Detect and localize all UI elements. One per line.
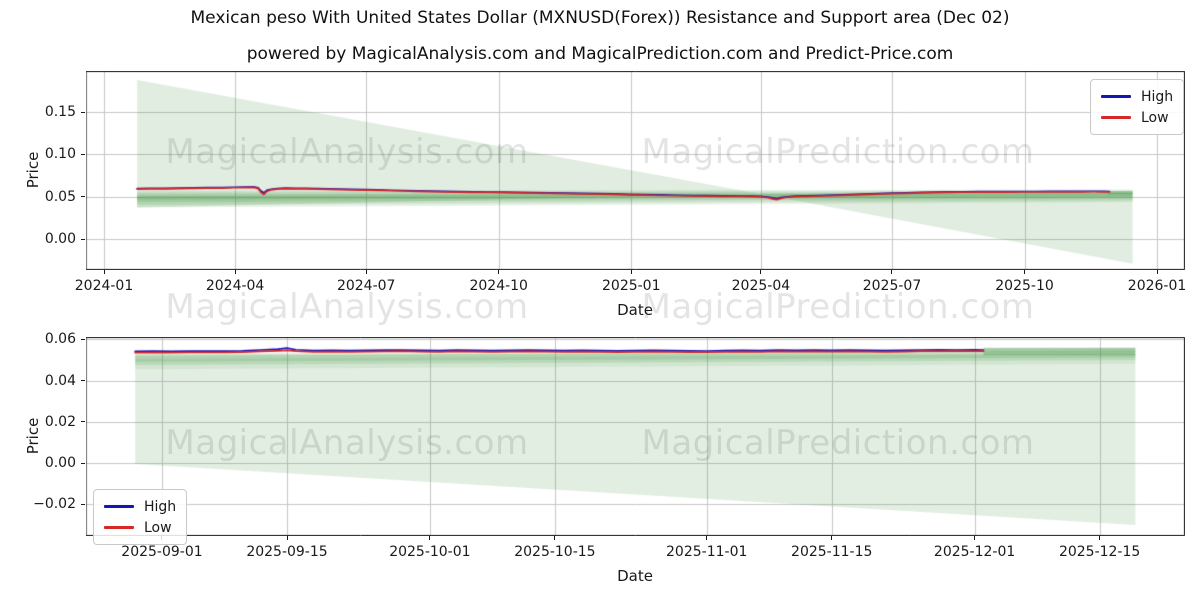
bottom-chart-legend: High Low <box>93 489 188 545</box>
legend-entry-high: High <box>1101 86 1173 107</box>
y-tick-label: 0.00 <box>44 231 76 248</box>
x-tick-label: 2025-12-01 <box>933 544 1016 560</box>
y-tick-label: −0.02 <box>33 496 76 513</box>
low-line-sample <box>1101 116 1131 119</box>
x-tick-label: 2024-07 <box>336 278 396 294</box>
x-tick-mark <box>103 270 105 274</box>
watermark-text: MagicalAnalysis.com <box>165 132 529 172</box>
x-tick-mark <box>365 270 367 274</box>
x-tick-mark <box>891 270 893 274</box>
top-x-axis-label: Date <box>617 301 653 319</box>
y-tick-mark <box>81 153 85 155</box>
low-line-sample <box>104 526 134 529</box>
x-tick-label: 2025-09-15 <box>246 544 328 560</box>
y-tick-mark <box>81 196 85 198</box>
chart-subtitle: powered by MagicalAnalysis.com and Magic… <box>246 44 954 64</box>
y-tick-mark <box>81 421 85 423</box>
y-tick-mark <box>81 462 85 464</box>
high-line-sample <box>1101 95 1131 98</box>
x-tick-label: 2024-04 <box>205 278 265 294</box>
watermark-text: MagicalAnalysis.com <box>165 423 529 463</box>
high-line-sample <box>104 505 134 508</box>
x-tick-mark <box>1099 536 1101 540</box>
watermark-text: MagicalAnalysis.com <box>165 287 529 327</box>
watermark-text: MagicalPrediction.com <box>641 287 1035 327</box>
y-tick-mark <box>81 111 85 113</box>
x-tick-mark <box>630 270 632 274</box>
legend-entry-low: Low <box>104 517 176 538</box>
y-tick-mark <box>81 380 85 382</box>
x-tick-label: 2026-01 <box>1127 278 1187 294</box>
x-tick-mark <box>1024 270 1026 274</box>
x-tick-label: 2025-11-01 <box>666 544 748 560</box>
top-chart-canvas <box>86 71 1185 270</box>
x-tick-label: 2025-11-15 <box>791 544 873 560</box>
y-tick-mark <box>81 338 85 340</box>
legend-label-low: Low <box>1141 109 1169 126</box>
y-tick-label: 0.05 <box>44 188 76 205</box>
y-tick-label: 0.15 <box>44 104 76 121</box>
watermark-text: MagicalPrediction.com <box>641 132 1035 172</box>
x-tick-label: 2025-10 <box>995 278 1054 294</box>
chart-title: Mexican peso With United States Dollar (… <box>190 8 1010 28</box>
y-tick-label: 0.02 <box>44 413 76 430</box>
top-chart-plot-area <box>86 71 1185 270</box>
legend-entry-low: Low <box>1101 107 1173 128</box>
x-tick-label: 2025-07 <box>862 278 922 294</box>
x-tick-mark <box>760 270 762 274</box>
y-tick-mark <box>81 503 85 505</box>
x-tick-mark <box>1156 270 1158 274</box>
y-tick-label: 0.10 <box>44 146 76 163</box>
x-tick-mark <box>831 536 833 540</box>
x-tick-mark <box>234 270 236 274</box>
x-tick-mark <box>498 270 500 274</box>
legend-label-high: High <box>1141 88 1174 105</box>
legend-label-high: High <box>144 498 177 515</box>
x-tick-label: 2025-09-01 <box>121 544 203 560</box>
legend-entry-high: High <box>104 496 176 517</box>
x-tick-mark <box>429 536 431 540</box>
bottom-x-axis-label: Date <box>617 567 653 585</box>
y-tick-label: 0.06 <box>44 331 76 348</box>
x-tick-label: 2024-01 <box>74 278 134 294</box>
x-tick-mark <box>706 536 708 540</box>
x-tick-label: 2024-10 <box>469 278 528 294</box>
bottom-chart-canvas <box>86 337 1185 536</box>
bottom-chart-plot-area <box>86 337 1185 536</box>
x-tick-label: 2025-12-15 <box>1058 544 1141 560</box>
x-tick-label: 2025-01 <box>602 278 661 294</box>
legend-label-low: Low <box>144 519 172 536</box>
x-tick-mark <box>286 536 288 540</box>
x-tick-label: 2025-04 <box>731 278 791 294</box>
watermark-text: MagicalPrediction.com <box>641 423 1035 463</box>
y-tick-mark <box>81 238 85 240</box>
y-tick-label: 0.00 <box>44 455 76 472</box>
x-tick-label: 2025-10-15 <box>514 544 596 560</box>
x-tick-mark <box>974 536 976 540</box>
top-chart-legend: High Low <box>1090 79 1185 135</box>
x-tick-label: 2025-10-01 <box>389 544 471 560</box>
x-tick-mark <box>554 536 556 540</box>
y-tick-label: 0.04 <box>44 372 76 389</box>
